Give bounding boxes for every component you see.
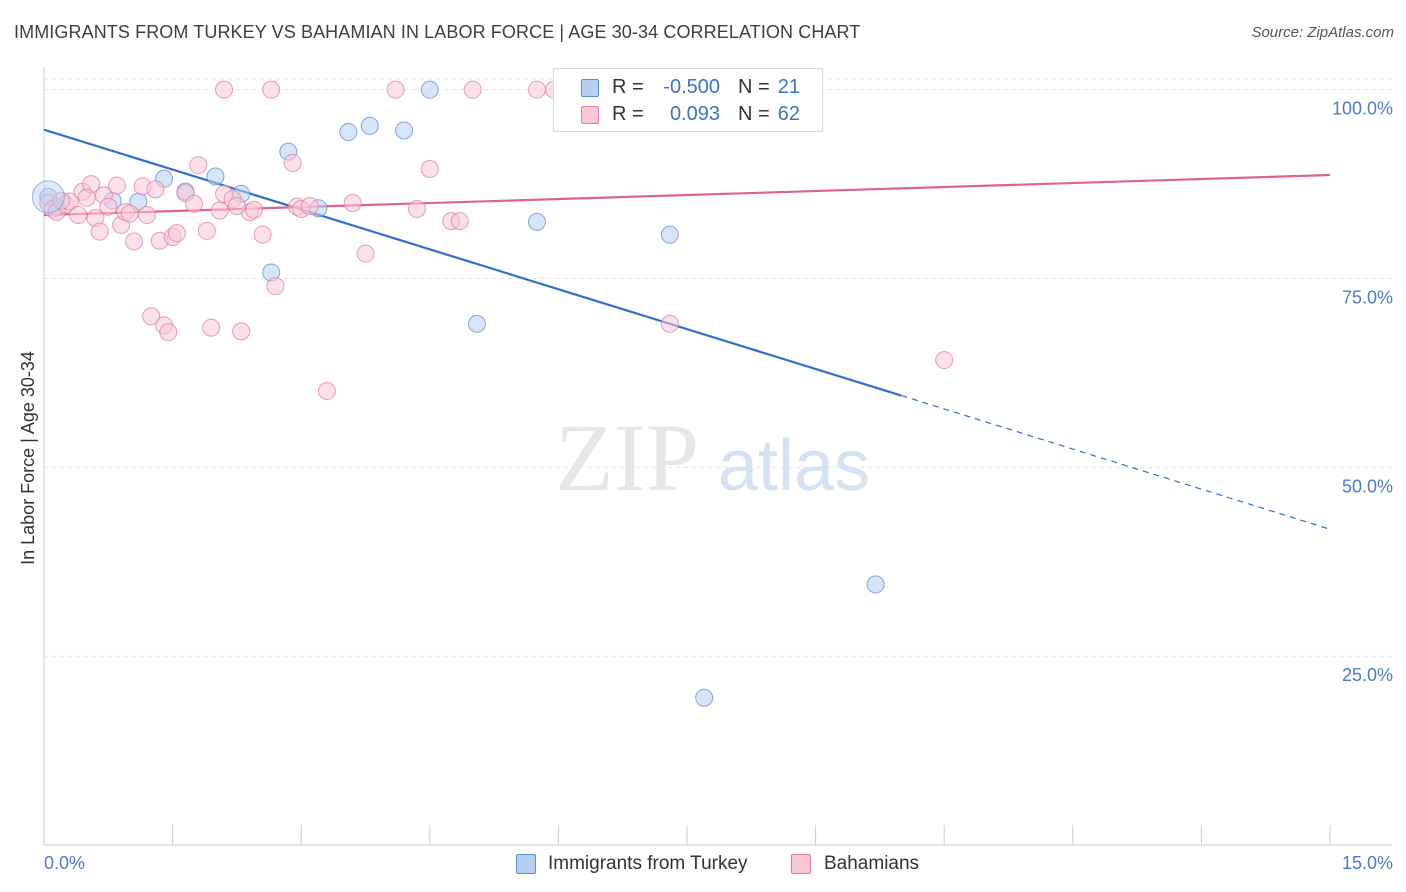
axis-labels: In Labor Force | Age 30-34 25.0% 50.0% 75.… <box>18 99 1393 873</box>
legend-swatch-turkey <box>581 79 599 97</box>
bahamians-point <box>107 176 126 195</box>
bahamians-point <box>253 225 272 244</box>
turkey-point <box>695 688 714 707</box>
turkey-trend-extension <box>901 395 1331 530</box>
legend-n-value: 21 <box>777 76 800 98</box>
source-label: Source: ZipAtlas.com <box>1251 24 1394 41</box>
turkey-point <box>206 167 225 186</box>
bahamians-point <box>120 204 139 223</box>
bahamians-point <box>77 188 96 207</box>
bahamians-point <box>159 323 178 342</box>
turkey-point <box>360 116 379 135</box>
bahamians-point <box>317 382 336 401</box>
legend-row-turkey: R = -0.500 N = 21 <box>554 73 822 101</box>
bahamians-point <box>283 153 302 172</box>
turkey-point <box>31 180 65 214</box>
y-tick-label: 25.0% <box>1342 665 1393 685</box>
legend-swatch-bahamians <box>581 106 599 124</box>
watermark-zip: ZIP <box>555 404 699 511</box>
turkey-point <box>527 212 546 231</box>
bahamians-point <box>935 351 954 370</box>
bahamians-point <box>146 180 165 199</box>
bahamians-point <box>202 318 221 337</box>
bahamians-point <box>266 277 285 296</box>
turkey-trend-line <box>43 128 902 397</box>
turkey-point <box>395 121 414 140</box>
turkey-point <box>866 575 885 594</box>
y-axis-label: In Labor Force | Age 30-34 <box>18 351 38 565</box>
bahamians-point <box>343 193 362 212</box>
y-tick-label: 75.0% <box>1342 287 1393 307</box>
bahamians-point <box>463 80 482 99</box>
y-tick-label: 50.0% <box>1342 476 1393 496</box>
legend-label-bahamians: Bahamians <box>824 853 920 874</box>
turkey-point <box>339 122 358 141</box>
x-tick-label: 0.0% <box>44 853 85 873</box>
bahamians-point <box>52 191 71 210</box>
bahamians-point <box>450 212 469 231</box>
bahamians-point <box>227 196 246 215</box>
bahamians-point <box>167 224 186 243</box>
bahamians-point <box>232 322 251 341</box>
chart-title: IMMIGRANTS FROM TURKEY VS BAHAMIAN IN LA… <box>14 22 861 42</box>
bahamians-point <box>189 156 208 175</box>
data-points <box>31 80 954 707</box>
bahamians-point <box>185 194 204 213</box>
bahamians-point <box>386 80 405 99</box>
bahamians-point <box>300 196 319 215</box>
bahamians-point <box>69 206 88 225</box>
bahamians-point <box>356 244 375 263</box>
legend-n-label: N = <box>738 103 770 125</box>
legend-r-label: R = <box>612 103 644 125</box>
bahamians-point <box>215 80 234 99</box>
bahamians-point <box>99 197 118 216</box>
bahamians-point <box>660 314 679 333</box>
turkey-point <box>660 225 679 244</box>
turkey-point <box>467 314 486 333</box>
y-tick-label: 100.0% <box>1332 99 1393 119</box>
grid-lines <box>44 78 1392 657</box>
legend-swatch-bahamians <box>791 854 811 874</box>
series-legend: Immigrants from Turkey Bahamians <box>0 852 1406 878</box>
watermark: ZIP atlas <box>555 404 870 511</box>
bahamians-point <box>245 200 264 219</box>
bahamians-point <box>262 80 281 99</box>
turkey-point <box>420 80 439 99</box>
bahamians-point <box>137 206 156 225</box>
legend-label-turkey: Immigrants from Turkey <box>548 853 748 874</box>
watermark-atlas: atlas <box>718 426 870 506</box>
stats-legend: R = -0.500 N = 21 R = 0.093 N = 62 <box>553 68 823 132</box>
legend-r-value: -0.500 <box>663 76 720 98</box>
bahamians-point <box>210 201 229 220</box>
legend-r-value: 0.093 <box>669 103 720 125</box>
legend-n-value: 62 <box>777 103 800 125</box>
bahamians-point <box>142 307 161 326</box>
legend-n-label: N = <box>738 76 770 98</box>
x-tick-label: 15.0% <box>1342 853 1393 873</box>
legend-row-bahamians: R = 0.093 N = 62 <box>554 100 822 128</box>
legend-r-label: R = <box>612 76 644 98</box>
legend-swatch-turkey <box>516 854 536 874</box>
bahamians-point <box>407 200 426 219</box>
bahamians-point <box>527 80 546 99</box>
bahamians-point <box>420 159 439 178</box>
bahamians-point <box>125 232 144 251</box>
bahamians-point <box>90 222 109 241</box>
bahamians-point <box>197 221 216 240</box>
